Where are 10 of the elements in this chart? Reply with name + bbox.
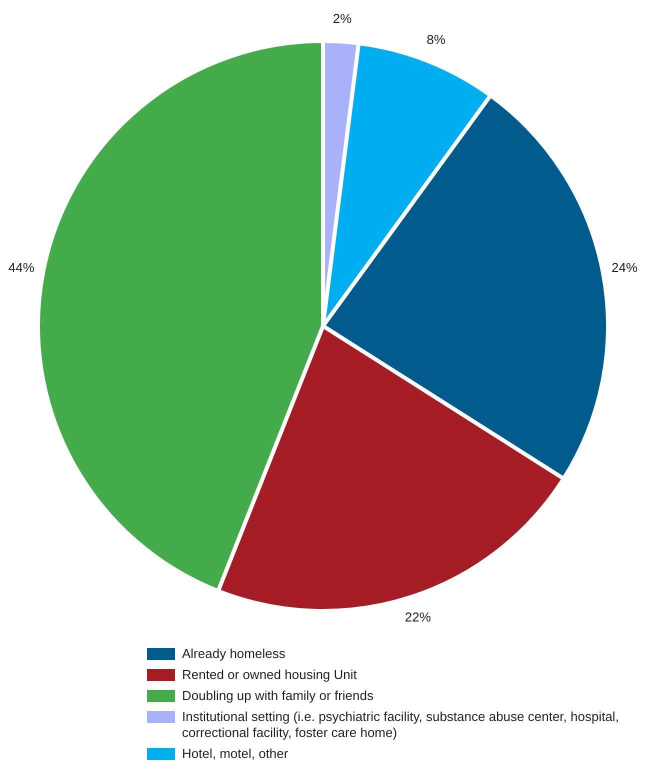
data-label: 22% (404, 610, 432, 625)
data-label: 8% (426, 32, 446, 48)
data-label: 44% (8, 260, 35, 276)
legend-label: Already homeless (182, 646, 286, 662)
legend-label: Institutional setting (i.e. psychiatric facility, substance abuse center, hospital, correctional facility, foster care home) (182, 709, 620, 741)
legend-label: Rented or owned housing Unit (182, 667, 357, 683)
legend-label: Doubling up with family or friends (182, 688, 374, 704)
data-label: 2% (332, 11, 352, 26)
data-label: 24% (612, 260, 638, 276)
legend-label: Hotel, motel, other (182, 746, 288, 762)
